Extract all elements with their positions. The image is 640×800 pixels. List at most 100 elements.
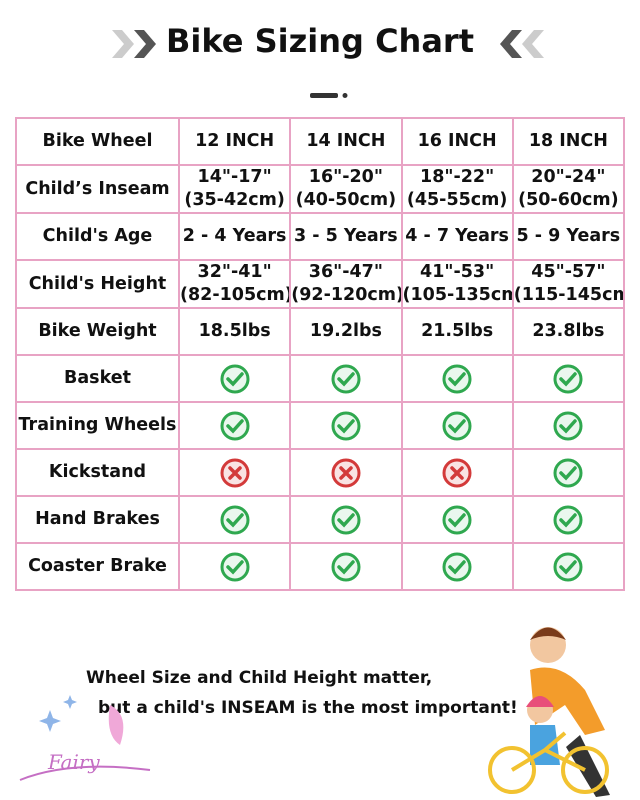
cell: 12 INCH: [177, 117, 292, 166]
check-icon: [553, 411, 583, 440]
row-label: Kickstand: [15, 448, 180, 497]
check-icon: [442, 411, 472, 440]
icon-cell: [177, 542, 292, 591]
cell-line: 45"-57": [531, 262, 606, 282]
cross-icon: [442, 458, 472, 487]
cell-line: (105-135cm: [402, 285, 513, 305]
icon-cell: [400, 401, 514, 450]
row-label: Child’s Inseam: [15, 164, 180, 214]
cell: 3 - 5 Years: [289, 212, 403, 261]
cell-line: 18"-22": [420, 167, 495, 187]
table-row: Training Wheels: [15, 401, 626, 450]
cell: 36"-47" (92-120cm): [289, 259, 403, 309]
icon-cell: [289, 495, 403, 544]
cell-line: 41"-53": [420, 262, 495, 282]
icon-cell: [177, 354, 292, 403]
check-icon: [442, 505, 472, 534]
cell: 21.5lbs: [400, 307, 514, 356]
check-icon: [442, 364, 472, 393]
cell-line: 16"-20": [308, 167, 383, 187]
cell: 32"-41" (82-105cm): [177, 259, 292, 309]
cell: 45"-57" (115-145cm: [511, 259, 626, 309]
table-row: Bike Weight 18.5lbs 19.2lbs 21.5lbs 23.8lbs: [15, 307, 626, 356]
table-row: Hand Brakes: [15, 495, 626, 544]
row-label: Bike Wheel: [15, 117, 180, 166]
check-icon: [553, 458, 583, 487]
icon-cell: [289, 448, 403, 497]
row-label: Basket: [15, 354, 180, 403]
row-label: Child's Height: [15, 259, 180, 309]
check-icon: [331, 364, 361, 393]
cell: 20"-24" (50-60cm): [511, 164, 626, 214]
table-row: Kickstand: [15, 448, 626, 497]
check-icon: [442, 552, 472, 581]
cell: 18"-22" (45-55cm): [400, 164, 514, 214]
illustration: [488, 627, 610, 797]
cross-icon: [331, 458, 361, 487]
table-row: Child's Age 2 - 4 Years 3 - 5 Years 4 - 7 Y…: [15, 212, 626, 261]
row-label: Bike Weight: [15, 307, 180, 356]
cell: 5 - 9 Years: [511, 212, 626, 261]
check-icon: [220, 364, 250, 393]
footer-line: Wheel Size and Child Height matter,: [86, 668, 433, 688]
icon-cell: [289, 401, 403, 450]
cell-line: 32"-41": [197, 262, 272, 282]
cell-line: 20"-24": [531, 167, 606, 187]
cell-line: (82-105cm): [180, 285, 291, 305]
row-label: Training Wheels: [15, 401, 180, 450]
cell-line: (45-55cm): [406, 190, 508, 210]
icon-cell: [400, 448, 514, 497]
divider: [310, 93, 348, 98]
icon-cell: [400, 542, 514, 591]
cell-line: 36"-47": [308, 262, 383, 282]
table-row: Bike Wheel 12 INCH 14 INCH 16 INCH 18 INCH: [15, 117, 626, 166]
cell: 2 - 4 Years: [177, 212, 292, 261]
check-icon: [331, 411, 361, 440]
icon-cell: [177, 495, 292, 544]
icon-cell: [177, 401, 292, 450]
icon-cell: [289, 354, 403, 403]
sizing-table: Bike Wheel 12 INCH 14 INCH 16 INCH 18 INCH Ch…: [15, 117, 626, 591]
cell: 16"-20" (40-50cm): [289, 164, 403, 214]
row-label: Child's Age: [15, 212, 180, 261]
cell: 18.5lbs: [177, 307, 292, 356]
cell-line: (92-120cm): [291, 285, 402, 305]
cell: 23.8lbs: [511, 307, 626, 356]
icon-cell: [177, 448, 292, 497]
check-icon: [331, 552, 361, 581]
cell: 16 INCH: [400, 117, 514, 166]
brand: Fairy: [48, 750, 100, 774]
check-icon: [553, 552, 583, 581]
check-icon: [220, 505, 250, 534]
cell-line: (35-42cm): [184, 190, 285, 210]
title: Bike Sizing Chart: [166, 22, 474, 60]
check-icon: [553, 505, 583, 534]
icon-cell: [511, 495, 626, 544]
check-icon: [553, 364, 583, 393]
icon-cell: [289, 542, 403, 591]
row-label: Coaster Brake: [15, 542, 180, 591]
cross-icon: [220, 458, 250, 487]
check-icon: [331, 505, 361, 534]
cell: 19.2lbs: [289, 307, 403, 356]
logo-art: [19, 695, 151, 781]
icon-cell: [511, 401, 626, 450]
check-icon: [220, 411, 250, 440]
cell-line: (115-145cm: [513, 285, 624, 305]
cell: 41"-53" (105-135cm: [400, 259, 514, 309]
cell-line: 14"-17": [197, 167, 272, 187]
footer-line: but a child's INSEAM is the most importa…: [98, 698, 518, 718]
table-row: Basket: [15, 354, 626, 403]
cell: 4 - 7 Years: [400, 212, 514, 261]
cell: 14"-17" (35-42cm): [177, 164, 292, 214]
icon-cell: [400, 495, 514, 544]
table-row: Child’s Inseam 14"-17" (35-42cm) 16"-20" (40…: [15, 164, 626, 214]
cell-line: (50-60cm): [518, 190, 619, 210]
icon-cell: [511, 448, 626, 497]
arrows-left: [112, 30, 156, 58]
table-row: Child's Height 32"-41" (82-105cm) 36"-47" (9…: [15, 259, 626, 309]
icon-cell: [511, 354, 626, 403]
cell: 18 INCH: [511, 117, 626, 166]
icon-cell: [400, 354, 514, 403]
